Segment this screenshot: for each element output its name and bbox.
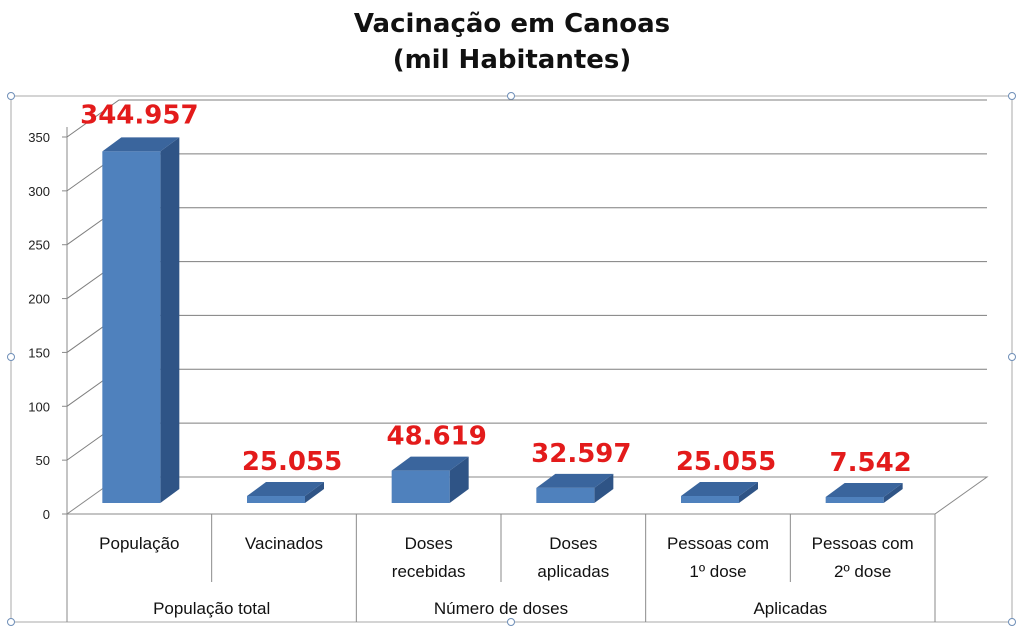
category-label: aplicadas [537,562,609,581]
data-label: 7.542 [830,448,912,478]
bar-top [681,482,758,497]
y-tick-label: 350 [28,130,50,145]
gridline [66,314,987,353]
bar-side [739,482,758,503]
category-label: Doses [405,534,453,553]
category-label: 1º dose [689,562,746,581]
group-label: Aplicadas [753,599,827,618]
bar-front [681,496,739,503]
chart-title-line1: Vacinação em Canoas [353,9,671,39]
selection-handle [507,618,515,626]
bar-top [102,137,180,152]
bar [536,473,614,503]
category-label: recebidas [392,562,466,581]
y-tick-label: 200 [28,292,50,307]
bar-top [247,482,324,497]
data-label: 344.957 [80,100,198,130]
y-tick-label: 100 [28,399,50,414]
gridline [66,368,987,407]
data-label: 25.055 [242,447,342,477]
data-label: 48.619 [386,422,486,452]
bar-top [391,456,469,471]
y-tick-label: 150 [28,345,50,360]
gridline [66,99,987,138]
group-label: População total [153,599,270,618]
y-tick-label: 50 [36,453,50,468]
category-label: Pessoas com [667,534,769,553]
bar-side [594,473,614,503]
selection-handle [7,92,15,100]
data-label: 25.055 [676,447,776,477]
selection-handle [1008,92,1016,100]
category-label: Doses [549,534,597,553]
bar-front [536,487,595,503]
category-label: População [99,534,179,553]
chart-subtitle: (mil Habitantes) [392,45,632,75]
bar-front [247,496,305,503]
bar-top [825,483,903,497]
bar [102,137,180,503]
bar-front [391,470,450,503]
selection-handle [7,353,15,361]
y-tick-label: 250 [28,238,50,253]
category-label: Vacinados [245,534,323,553]
category-label: 2º dose [834,562,891,581]
bar [681,482,758,503]
gridline [66,207,987,246]
bar [825,483,903,503]
y-tick-label: 300 [28,184,50,199]
category-label: Pessoas com [812,534,914,553]
bar-side [305,482,324,503]
chart-title: Vacinação em Canoas (mil Habitantes) [0,6,1024,78]
bar-side [449,456,469,503]
data-label: 32.597 [531,439,631,469]
bar-side [883,483,903,503]
y-tick-label: 0 [43,507,50,522]
gridline [66,261,987,299]
selection-handle [7,618,15,626]
selection-handle [1008,618,1016,626]
bar-side [160,137,180,503]
selection-handle [1008,353,1016,361]
bar [247,482,324,503]
bar [391,456,469,503]
selection-handle [507,92,515,100]
bar-top [536,473,614,488]
bar-front [825,497,884,503]
bar-front [102,151,161,503]
gridline [66,153,987,192]
group-label: Número de doses [434,599,568,618]
